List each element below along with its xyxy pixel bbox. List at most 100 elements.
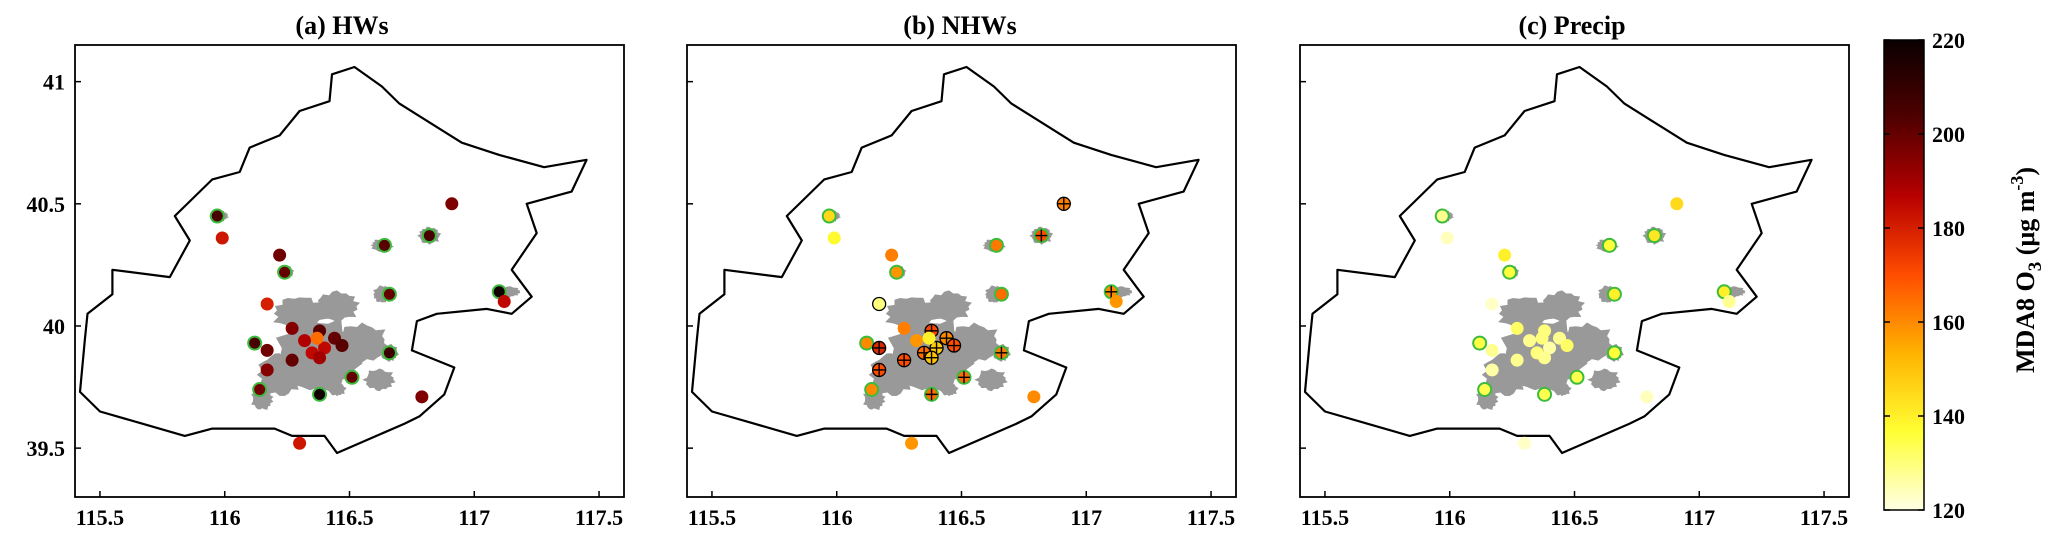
urban-area (1552, 382, 1572, 397)
station-point (988, 237, 1004, 253)
panel-b-x-tick-label: 117.5 (1187, 505, 1235, 530)
panel-b-boundary (690, 65, 1200, 455)
significance-marker (995, 346, 1008, 359)
station-point (872, 296, 887, 312)
station-point (298, 334, 312, 348)
urban-area (974, 368, 1008, 392)
panel-b-x-tick-label: 116.5 (937, 505, 985, 530)
station-point (293, 436, 307, 450)
panel-c-axes-box (1299, 44, 1850, 498)
station-point (1523, 334, 1537, 348)
urban-area (312, 290, 360, 323)
station-point (1027, 390, 1041, 404)
station-point (1722, 295, 1736, 309)
panel-b-points (821, 196, 1123, 450)
station-point (1535, 331, 1549, 345)
urban-area (1558, 322, 1616, 364)
station-point (260, 343, 274, 357)
urban-area (327, 382, 347, 397)
station-point (905, 436, 919, 450)
station-point (1510, 321, 1524, 335)
station-point (889, 264, 905, 280)
urban-area (333, 322, 391, 364)
station-point (1601, 237, 1617, 253)
station-point (897, 321, 911, 335)
significance-marker (898, 354, 911, 367)
urban-area (924, 290, 972, 323)
significance-marker (957, 371, 970, 384)
panel-a-y-tick-label: 39.5 (27, 436, 66, 461)
station-point (1472, 335, 1488, 351)
station-point (1440, 231, 1454, 245)
station-point (1606, 286, 1622, 302)
colorbar-tick-label: 160 (1932, 310, 1965, 335)
significance-marker (1105, 285, 1118, 298)
panel-a-x-tick-label: 116 (209, 505, 241, 530)
station-point (1502, 264, 1518, 280)
panel-a-boundary (78, 65, 588, 455)
panel-c-content: 115.5 116 116.5 117 117.5 (1300, 65, 1848, 530)
colorbar-gradient (1883, 39, 1925, 511)
panel-c-x-tick-label: 115.5 (1301, 505, 1349, 530)
colorbar-label: MDA8 O3 (μg m-3) (2007, 167, 2046, 373)
panel-c-x-tick-label: 117 (1683, 505, 1715, 530)
panel-a-y-tick-label: 40.5 (27, 192, 66, 217)
station-point (381, 286, 397, 302)
station-point (445, 197, 459, 211)
station-point (277, 264, 293, 280)
urban-area (1587, 368, 1621, 392)
significance-marker (925, 351, 938, 364)
colorbar-tick-label: 180 (1932, 216, 1965, 241)
urban-area (1537, 290, 1585, 323)
panel-a: (a) HWs (74, 11, 625, 498)
station-point (922, 331, 936, 345)
station-point (1670, 197, 1684, 211)
station-point (318, 341, 332, 355)
station-point (312, 386, 328, 402)
station-point (344, 369, 360, 385)
station-point (1485, 363, 1499, 377)
station-point (313, 351, 327, 365)
panel-a-x-tick-label: 117.5 (575, 505, 623, 530)
station-point (1537, 386, 1553, 402)
station-point (1434, 208, 1450, 224)
station-point (252, 381, 268, 397)
station-point (247, 335, 263, 351)
panel-a-x-tick-label: 117 (458, 505, 490, 530)
station-point (310, 331, 324, 345)
panel-a-title: (a) HWs (295, 11, 388, 40)
station-point (1477, 381, 1493, 397)
panel-c: (c) Precip (1299, 11, 1850, 498)
significance-marker (1035, 229, 1048, 242)
panel-a-points (209, 197, 511, 450)
panel-a-axes-box (74, 44, 625, 498)
station-point (1485, 343, 1499, 357)
panel-c-x-tick-label: 117.5 (1800, 505, 1848, 530)
panel-c-points (1434, 197, 1736, 450)
significance-marker (940, 332, 953, 345)
panel-b: (b) NHWs (686, 11, 1237, 498)
station-point (827, 231, 841, 245)
station-point (993, 286, 1009, 302)
panel-b-x-tick-label: 115.5 (688, 505, 736, 530)
station-point (285, 353, 299, 367)
significance-marker (930, 341, 943, 354)
station-point (1640, 390, 1654, 404)
station-point (859, 335, 875, 351)
panel-b-content: 115.5 116 116.5 117 117.5 (687, 65, 1235, 530)
station-point (260, 297, 274, 311)
station-point (1606, 345, 1622, 361)
station-point (260, 363, 274, 377)
station-point (215, 231, 229, 245)
colorbar-tick-label: 140 (1932, 404, 1965, 429)
station-point (421, 228, 437, 244)
panel-a-y-tick-label: 41 (43, 70, 65, 95)
significance-marker (1057, 197, 1070, 210)
significance-marker (873, 341, 886, 354)
station-point (1485, 297, 1499, 311)
station-point (1510, 353, 1524, 367)
colorbar-tick-label: 120 (1932, 498, 1965, 523)
station-point (1543, 341, 1557, 355)
station-point (497, 295, 511, 309)
